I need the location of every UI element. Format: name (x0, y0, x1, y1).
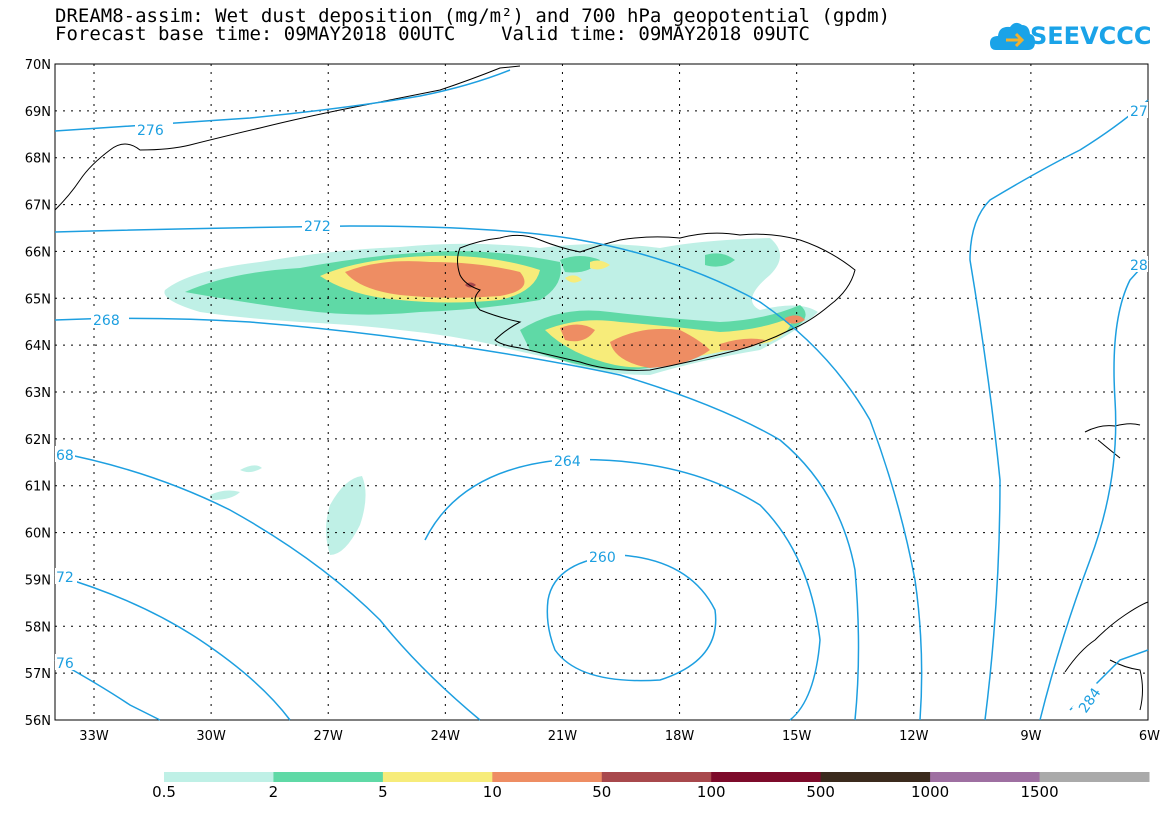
latitude-label: 68N (25, 152, 51, 167)
longitude-label: 18W (665, 729, 695, 744)
latitude-label: 59N (25, 573, 51, 588)
longitude-label: 21W (548, 729, 578, 744)
contour-label-72: 72 (56, 570, 74, 586)
longitude-label: 27W (314, 729, 344, 744)
legend-label: 2 (268, 783, 279, 801)
latitude-labels: 70N 69N 68N 67N 66N 65N 64N 63N 62N 61N 60N 59N 58N 5… (25, 58, 51, 729)
seevccc-logo-text: SEEVCCC (1030, 22, 1152, 50)
longitude-label: 9W (1020, 729, 1041, 744)
longitude-labels: 33W 30W 27W 24W 21W 18W 15W 12W 9W 6W (79, 729, 1160, 744)
map-title-line-2: Forecast base time: 09MAY2018 00UTC Vali… (55, 23, 810, 45)
longitude-label: 12W (899, 729, 929, 744)
latitude-label: 62N (25, 433, 51, 448)
latitude-label: 60N (25, 527, 51, 542)
legend-label: 5 (378, 783, 388, 801)
latitude-label: 64N (25, 339, 51, 354)
contour-label-28: 28 (1130, 258, 1148, 274)
contour-right (969, 99, 1149, 721)
contour-label-27: 27 (1130, 104, 1148, 120)
contour-label-272: 272 (304, 219, 331, 235)
contour-label-276: 276 (137, 123, 164, 139)
cloud-icon (990, 22, 1035, 50)
latitude-label: 70N (25, 58, 51, 73)
legend-label: 1000 (911, 783, 950, 801)
latitude-label: 65N (25, 292, 51, 307)
map-frame (54, 63, 1149, 721)
legend-label: 50 (592, 783, 612, 801)
graticule (55, 64, 1148, 720)
legend-color-swatch (711, 772, 822, 782)
longitude-label: 30W (196, 729, 226, 744)
legend-color-swatch (601, 772, 712, 782)
contour-28 (1039, 259, 1149, 721)
latitude-label: 66N (25, 245, 51, 260)
legend-color-swatch (492, 772, 603, 782)
contour-label-68: 68 (56, 448, 74, 464)
legend-color-swatch (820, 772, 931, 782)
geopotential-contours (54, 69, 1149, 721)
map-title-line-1: DREAM8-assim: Wet dust deposition (mg/m²… (55, 5, 891, 27)
legend-label: 500 (806, 783, 835, 801)
coastline (54, 65, 1149, 711)
contour-76 (54, 659, 161, 721)
latitude-label: 63N (25, 386, 51, 401)
contour-264 (54, 451, 481, 721)
contour-label-268: 268 (93, 313, 120, 329)
latitude-label: 61N (25, 480, 51, 495)
legend-color-swatch (164, 772, 274, 782)
latitude-label: 58N (25, 620, 51, 635)
contour-label-264: 264 (554, 454, 581, 470)
latitude-label: 57N (25, 667, 51, 682)
contour-268 (54, 317, 860, 721)
legend-label: 1500 (1020, 783, 1059, 801)
legend-color-swatch (930, 772, 1041, 782)
contour-264-loop (424, 458, 821, 721)
contour-label-76: 76 (56, 656, 74, 672)
longitude-label: 15W (782, 729, 812, 744)
contour-label-260: 260 (589, 550, 616, 566)
legend-label: 0.5 (152, 783, 176, 801)
legend-color-swatch (273, 772, 384, 782)
longitude-label: 33W (79, 729, 109, 744)
legend-label: 10 (482, 783, 502, 801)
legend-color-swatch (382, 772, 493, 782)
longitude-label: 24W (431, 729, 461, 744)
latitude-label: 67N (25, 199, 51, 214)
contour-72 (54, 574, 291, 721)
legend-label: 100 (696, 783, 726, 801)
color-legend-bar (164, 772, 1150, 782)
legend-color-swatch (1039, 772, 1150, 782)
latitude-label: 69N (25, 105, 51, 120)
longitude-label: 6W (1139, 729, 1160, 744)
latitude-label: 56N (25, 714, 51, 729)
